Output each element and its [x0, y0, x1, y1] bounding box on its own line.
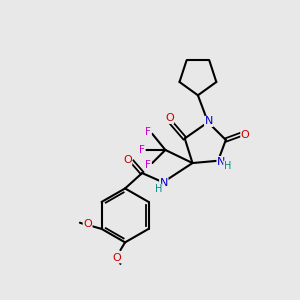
Text: F: F: [146, 160, 151, 170]
Text: F: F: [146, 127, 151, 137]
Text: F: F: [139, 145, 145, 155]
Text: H: H: [224, 161, 231, 171]
Text: N: N: [160, 178, 168, 188]
Text: H: H: [155, 184, 162, 194]
Text: O: O: [83, 219, 92, 229]
Text: O: O: [112, 253, 121, 263]
Text: O: O: [241, 130, 250, 140]
Text: N: N: [217, 157, 225, 166]
Text: N: N: [205, 116, 213, 127]
Text: O: O: [123, 155, 132, 165]
Text: O: O: [165, 113, 174, 123]
